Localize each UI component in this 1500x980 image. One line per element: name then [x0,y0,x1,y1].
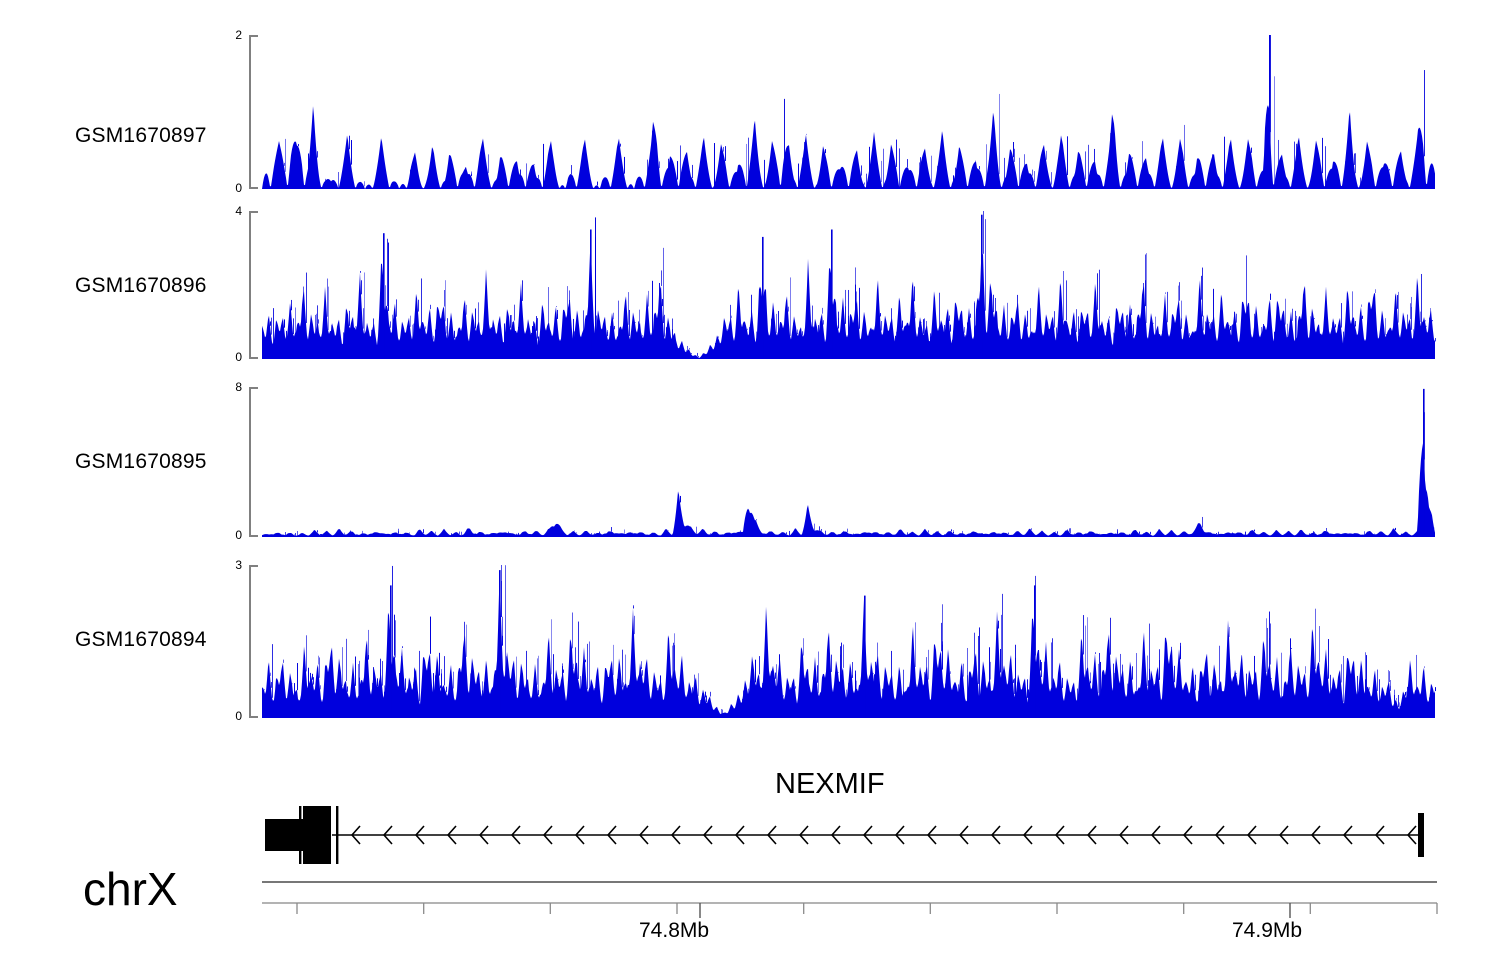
track-label-2: GSM1670896 [75,274,207,297]
chromosome-label: chrX [83,863,178,915]
axis-tick-label-2: 74.9Mb [1232,919,1303,942]
track-3-ytick-max: 8 [235,380,242,394]
track-label-1: GSM1670897 [75,124,207,147]
track-1-ytick-max: 2 [235,28,242,42]
signal-track-4: GSM1670894 3 0 [0,550,1500,730]
track-3-yaxis [249,387,258,537]
track-2-yaxis [249,211,258,359]
track-4-yaxis [249,565,258,718]
signal-track-2: GSM1670896 4 0 [0,196,1500,372]
track-3-plot [262,387,1436,537]
signal-track-1: GSM1670897 2 0 [0,24,1500,196]
track-3-ytick-min: 0 [235,528,242,542]
track-4-ytick-min: 0 [235,709,242,723]
track-2-ytick-max: 4 [235,204,242,218]
track-2-ytick-min: 0 [235,350,242,364]
track-2-plot [262,211,1436,359]
track-4-ytick-max: 3 [235,558,242,572]
track-label-4: GSM1670894 [75,628,207,651]
track-1-yaxis [249,35,258,189]
track-1-ytick-min: 0 [235,181,242,195]
track-1-plot [262,35,1436,189]
axis-tick-label-1: 74.8Mb [639,919,710,942]
signal-track-3: GSM1670895 8 0 [0,372,1500,550]
gene-title: NEXMIF [775,768,885,800]
genome-axis [0,878,1500,918]
track-label-3: GSM1670895 [75,450,207,473]
track-4-plot [262,565,1436,718]
gene-model-track[interactable] [0,805,1500,865]
